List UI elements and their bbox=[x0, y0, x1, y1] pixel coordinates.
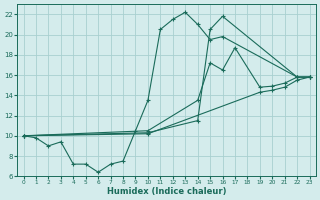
X-axis label: Humidex (Indice chaleur): Humidex (Indice chaleur) bbox=[107, 187, 226, 196]
